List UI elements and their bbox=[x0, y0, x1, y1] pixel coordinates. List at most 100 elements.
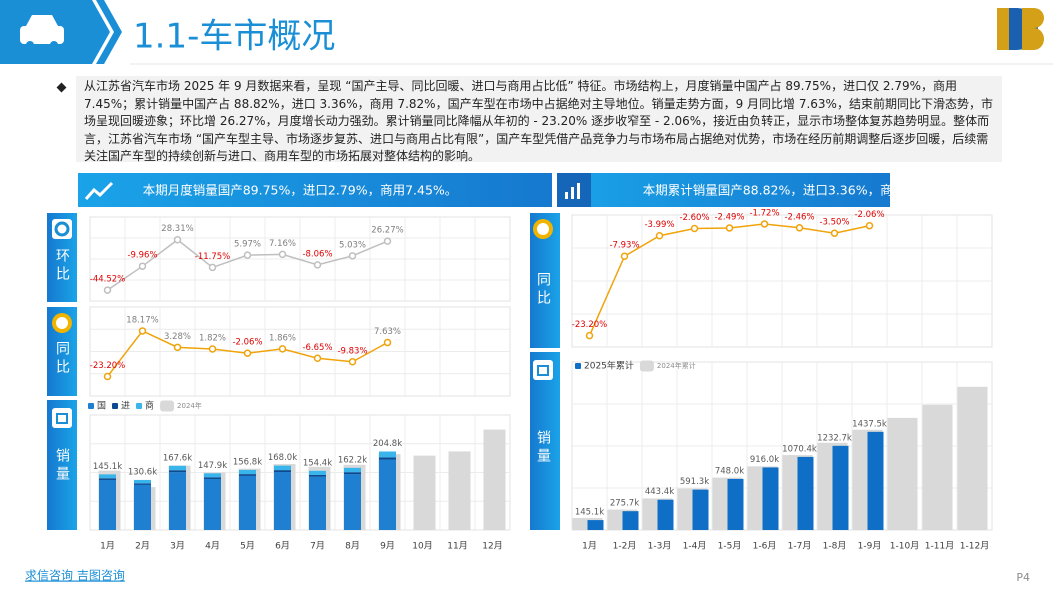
bar bbox=[99, 479, 116, 530]
x-tick-label: 11月 bbox=[447, 541, 467, 552]
legend-swatch bbox=[575, 363, 581, 369]
bar bbox=[134, 484, 151, 530]
x-tick-label: 3月 bbox=[170, 541, 185, 552]
data-label: 168.0k bbox=[268, 453, 297, 463]
bar bbox=[379, 457, 396, 460]
point bbox=[690, 224, 699, 233]
x-tick-label: 1-8月 bbox=[823, 541, 847, 552]
data-label: 145.1k bbox=[93, 462, 122, 472]
legend-swatch bbox=[639, 360, 654, 372]
x-tick-label: 2月 bbox=[135, 541, 150, 552]
bar bbox=[274, 465, 291, 471]
point bbox=[278, 345, 287, 353]
x-tick-label: 5月 bbox=[240, 541, 255, 552]
side-label: 同比 bbox=[535, 272, 551, 308]
point bbox=[313, 261, 322, 269]
point bbox=[208, 345, 217, 353]
x-tick-label: 1-9月 bbox=[858, 541, 882, 552]
panel-header bbox=[557, 173, 890, 207]
point bbox=[383, 237, 392, 245]
data-label: -2.46% bbox=[784, 212, 814, 222]
data-label: -8.06% bbox=[302, 249, 332, 259]
bar bbox=[134, 483, 151, 485]
bar bbox=[344, 467, 361, 473]
bar bbox=[99, 478, 116, 480]
bar bbox=[99, 474, 116, 479]
data-label: -2.49% bbox=[714, 212, 744, 222]
bar bbox=[239, 475, 256, 530]
bar bbox=[169, 470, 186, 473]
data-label: 145.1k bbox=[575, 508, 604, 518]
bar bbox=[309, 474, 326, 477]
point bbox=[830, 229, 839, 237]
point bbox=[138, 327, 147, 335]
side-label: 环比 bbox=[54, 248, 70, 284]
x-tick-label: 1-10月 bbox=[890, 541, 919, 552]
point bbox=[173, 343, 182, 352]
data-label: -23.20% bbox=[90, 361, 125, 371]
footer-source[interactable]: 求信咨询 吉图咨询 bbox=[25, 568, 125, 583]
legend-swatch bbox=[160, 400, 175, 412]
data-label: 7.16% bbox=[269, 239, 296, 249]
bar bbox=[622, 511, 639, 530]
data-label: -6.65% bbox=[302, 343, 332, 353]
x-tick-label: 1-5月 bbox=[718, 541, 742, 552]
data-label: 28.31% bbox=[161, 224, 193, 234]
data-label: 748.0k bbox=[715, 466, 744, 476]
point bbox=[348, 358, 357, 366]
x-tick-label: 1-3月 bbox=[648, 541, 672, 552]
bar bbox=[309, 476, 326, 530]
bar bbox=[204, 478, 221, 530]
data-label: -11.75% bbox=[195, 252, 230, 262]
banner-icon bbox=[0, 0, 122, 64]
bar bbox=[727, 478, 744, 530]
data-label: -9.96% bbox=[127, 251, 157, 261]
data-label: -9.83% bbox=[337, 346, 367, 356]
bar bbox=[274, 470, 291, 473]
point bbox=[313, 354, 322, 363]
data-label: -1.72% bbox=[749, 208, 779, 218]
point bbox=[760, 220, 769, 228]
data-label: -2.06% bbox=[232, 338, 262, 348]
page-number: P4 bbox=[1016, 571, 1030, 584]
bar bbox=[344, 472, 361, 475]
legend-swatch bbox=[112, 403, 119, 409]
logo bbox=[997, 8, 1044, 50]
bar bbox=[867, 431, 884, 530]
bar-previous bbox=[922, 404, 953, 530]
data-label: 162.2k bbox=[338, 455, 367, 465]
x-tick-label: 6月 bbox=[275, 541, 290, 552]
data-label: -44.52% bbox=[90, 275, 125, 285]
data-label: 916.0k bbox=[750, 455, 779, 465]
bar bbox=[204, 477, 221, 479]
bar-previous bbox=[887, 417, 918, 530]
data-label: -2.60% bbox=[679, 213, 709, 223]
data-label: 147.9k bbox=[198, 461, 227, 471]
data-label: -23.20% bbox=[572, 320, 607, 330]
bar bbox=[134, 479, 151, 484]
bar bbox=[832, 445, 849, 530]
data-label: -2.06% bbox=[854, 210, 884, 220]
legend-label: 2025年累计 bbox=[584, 360, 634, 372]
x-tick-label: 1-2月 bbox=[613, 541, 637, 552]
data-label: 204.8k bbox=[373, 439, 402, 449]
point bbox=[795, 224, 804, 232]
point bbox=[348, 252, 357, 260]
bar bbox=[309, 470, 326, 475]
legend-label: 进 bbox=[121, 401, 130, 412]
legend-label: 国 bbox=[97, 401, 106, 412]
x-tick-label: 1-12月 bbox=[960, 541, 989, 552]
bar bbox=[797, 456, 814, 530]
data-label: 167.6k bbox=[163, 453, 192, 463]
x-tick-label: 8月 bbox=[345, 541, 360, 552]
panel-title: 本期累计销量国产88.82%，进口3.36%，商用7.82%。 bbox=[643, 183, 958, 198]
data-label: 130.6k bbox=[128, 467, 157, 477]
data-label: 275.7k bbox=[610, 499, 639, 509]
data-label: -3.99% bbox=[644, 220, 674, 230]
data-label: 5.03% bbox=[339, 240, 366, 250]
data-label: 18.17% bbox=[126, 315, 158, 325]
data-label: -7.93% bbox=[609, 241, 639, 251]
x-tick-label: 1-11月 bbox=[925, 541, 954, 552]
bar bbox=[692, 489, 709, 530]
